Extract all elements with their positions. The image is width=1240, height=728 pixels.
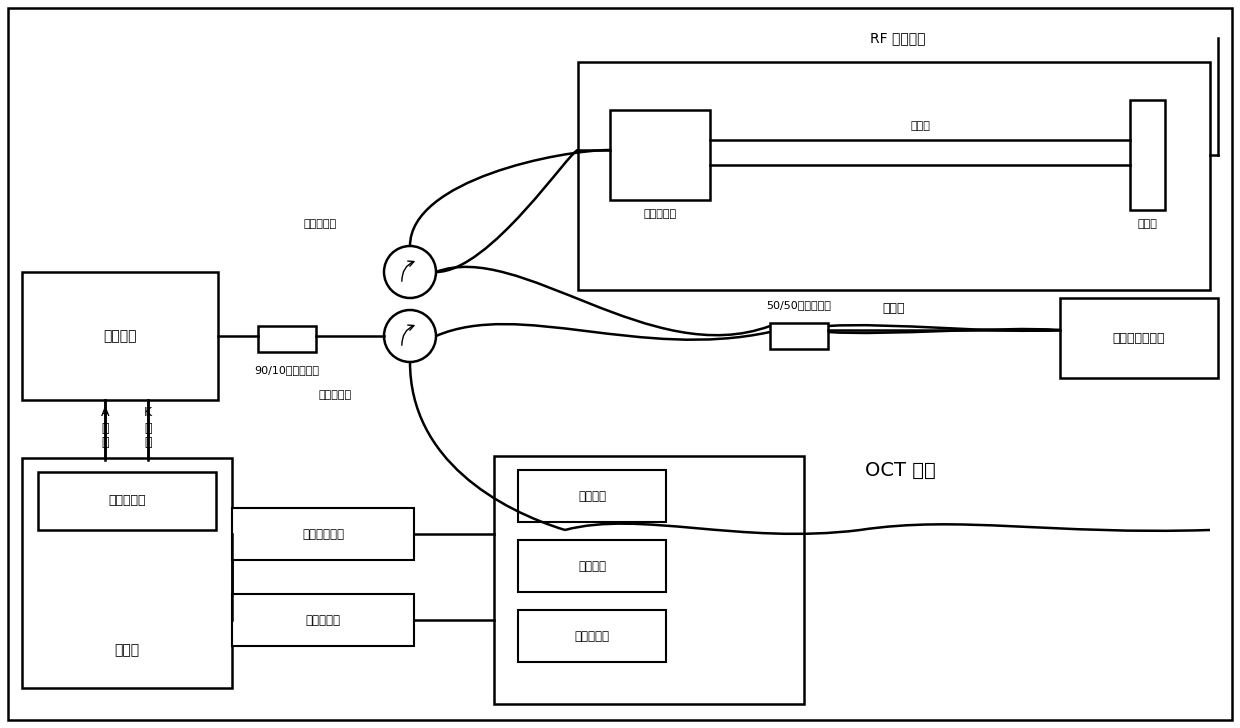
Text: K
时
钟: K 时 钟: [144, 406, 153, 449]
Text: RF 输出信号: RF 输出信号: [870, 31, 925, 45]
Text: OCT 探头: OCT 探头: [864, 461, 935, 480]
Text: 光纤环行器: 光纤环行器: [319, 390, 352, 400]
Bar: [258, 326, 316, 352]
Bar: [518, 470, 666, 522]
Bar: [22, 272, 218, 400]
Bar: [232, 508, 414, 560]
Bar: [38, 472, 216, 530]
Bar: [1060, 298, 1218, 378]
Bar: [494, 456, 804, 704]
Bar: [518, 610, 666, 662]
Text: 平衡光电探测器: 平衡光电探测器: [1112, 331, 1166, 344]
Text: 扫频光源: 扫频光源: [103, 329, 136, 343]
Text: 回拉平移台: 回拉平移台: [574, 630, 610, 643]
Bar: [1130, 100, 1166, 210]
Text: 反射镜: 反射镜: [1137, 219, 1157, 229]
Text: 准直光: 准直光: [910, 121, 930, 131]
Text: 平移台控制器: 平移台控制器: [303, 528, 343, 540]
Text: 数据采集卡: 数据采集卡: [108, 494, 146, 507]
Text: 50/50光纤耦合器: 50/50光纤耦合器: [766, 300, 832, 310]
Text: 马达控制器: 马达控制器: [305, 614, 341, 627]
Bar: [22, 458, 232, 688]
Bar: [518, 540, 666, 592]
Text: 参考臂: 参考臂: [883, 301, 905, 314]
Text: A
触
发: A 触 发: [100, 406, 109, 449]
Text: 光纤准直器: 光纤准直器: [644, 209, 677, 219]
Text: 计算机: 计算机: [114, 643, 140, 657]
Text: 90/10光纤耦合器: 90/10光纤耦合器: [254, 365, 320, 375]
Text: 旋转马达: 旋转马达: [578, 560, 606, 572]
Bar: [610, 110, 711, 200]
Bar: [578, 62, 1210, 290]
Text: 光纤环行器: 光纤环行器: [304, 219, 336, 229]
Text: 光纤滑环: 光纤滑环: [578, 489, 606, 502]
Bar: [232, 594, 414, 646]
Bar: [770, 323, 828, 349]
